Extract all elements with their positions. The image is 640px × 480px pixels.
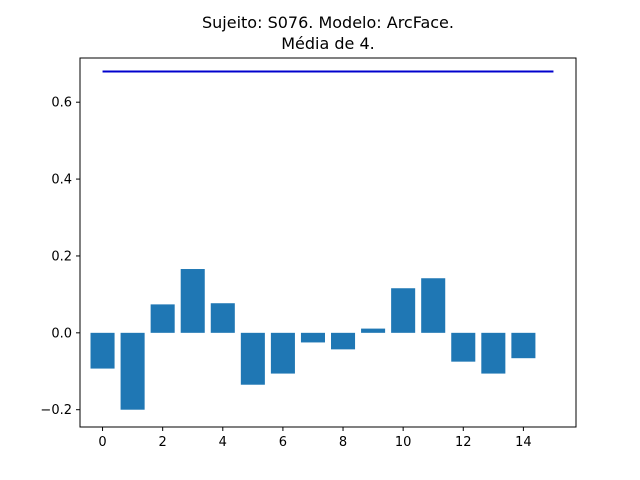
bar-7 — [300, 332, 325, 343]
bar-9 — [361, 328, 386, 333]
bar-series — [90, 269, 536, 410]
x-tick-label-12: 12 — [455, 435, 472, 450]
y-tick-label-3: 0.4 — [51, 173, 72, 188]
bar-8 — [331, 332, 356, 350]
bar-0 — [90, 332, 115, 369]
x-tick-label-14: 14 — [515, 435, 532, 450]
bar-2 — [150, 304, 175, 333]
chart-title-line-2: Média de 4. — [281, 34, 375, 53]
bar-14 — [511, 332, 536, 359]
y-tick-label-1: 0.0 — [51, 326, 72, 341]
y-tick-label-2: 0.2 — [51, 249, 72, 264]
x-tick-label-0: 0 — [98, 435, 106, 450]
bar-5 — [240, 332, 265, 385]
bar-12 — [451, 332, 476, 362]
bar-4 — [210, 303, 235, 333]
bar-13 — [481, 332, 506, 374]
y-tick-label-4: 0.6 — [51, 96, 72, 111]
x-tick-label-4: 4 — [219, 435, 227, 450]
bar-10 — [391, 288, 416, 333]
x-axis-ticks: 0 2 4 6 8 10 12 14 — [98, 427, 532, 450]
bar-6 — [270, 332, 295, 374]
bar-3 — [180, 269, 205, 333]
x-tick-label-10: 10 — [395, 435, 412, 450]
y-axis-ticks: −0.2 0.0 0.2 0.4 0.6 — [40, 96, 80, 418]
x-tick-label-2: 2 — [159, 435, 167, 450]
chart-title-line-1: Sujeito: S076. Modelo: ArcFace. — [202, 13, 454, 32]
plot-area-frame — [79, 57, 577, 428]
bar-1 — [120, 332, 145, 410]
x-tick-label-8: 8 — [339, 435, 347, 450]
x-tick-label-6: 6 — [279, 435, 287, 450]
y-tick-label-0: −0.2 — [40, 403, 72, 418]
bar-11 — [421, 278, 446, 333]
